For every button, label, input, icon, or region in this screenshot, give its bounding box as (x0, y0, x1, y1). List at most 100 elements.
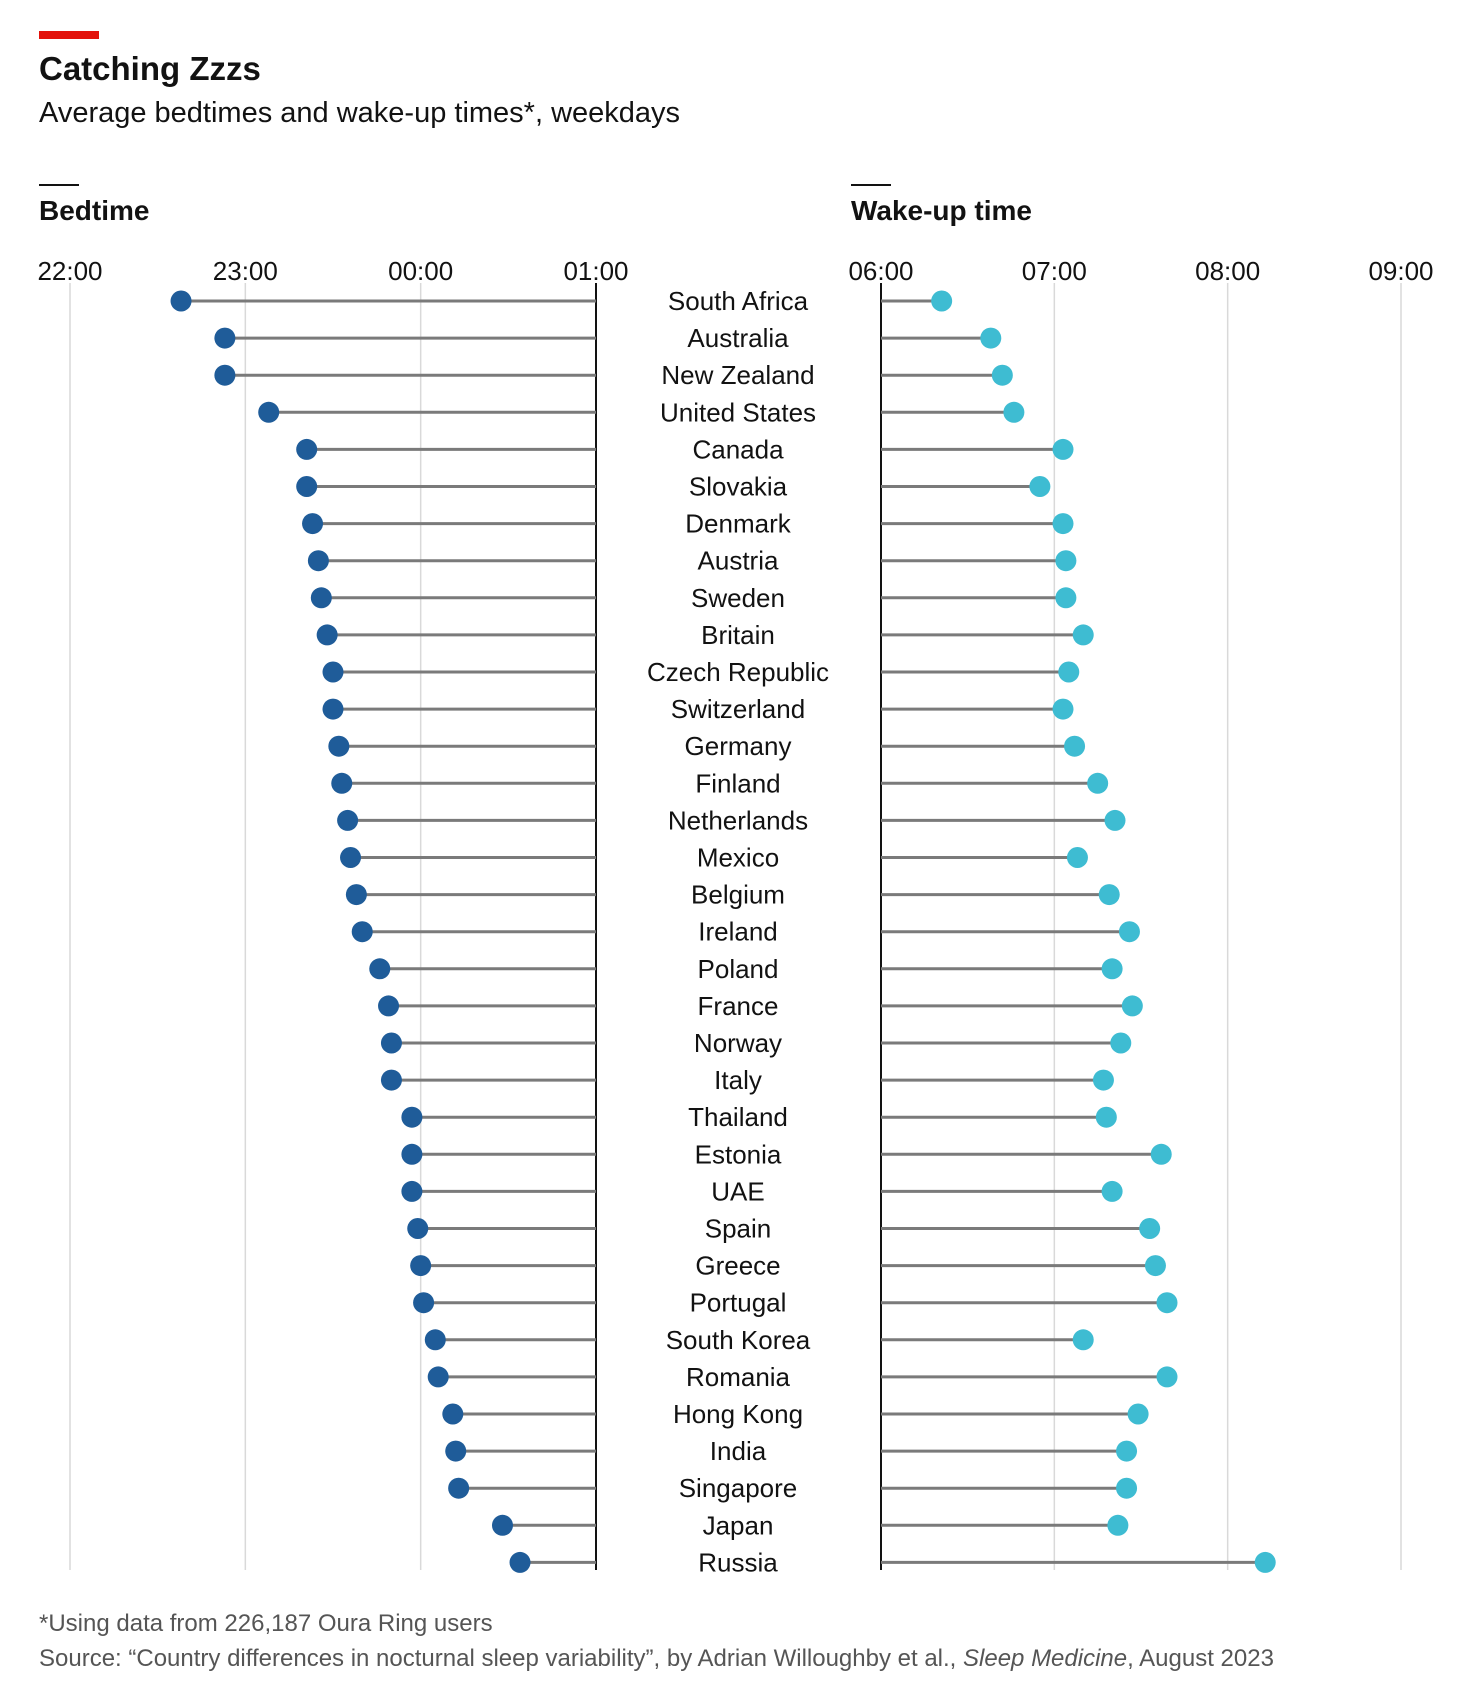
wake-dot (1087, 772, 1109, 794)
country-label: Czech Republic (647, 657, 829, 687)
wake-dot (991, 364, 1013, 386)
bedtime-dot (214, 327, 236, 349)
wake-dot (1118, 921, 1140, 943)
country-label: Switzerland (671, 694, 805, 724)
wake-dot (1144, 1255, 1166, 1277)
country-label: Slovakia (689, 472, 788, 502)
bedtime-dot (310, 587, 332, 609)
wake-dot (1107, 1514, 1129, 1536)
country-label: Spain (705, 1214, 772, 1244)
country-label: Italy (714, 1065, 762, 1095)
country-label: United States (660, 397, 816, 427)
bedtime-dot (345, 884, 367, 906)
bedtime-dot (214, 364, 236, 386)
wake-dot (1104, 809, 1126, 831)
country-label: Sweden (691, 583, 785, 613)
wake-dot (1156, 1292, 1178, 1314)
bedtime-dot (380, 1032, 402, 1054)
wake-dot (1139, 1218, 1161, 1239)
bedtime-panel-rule (39, 184, 79, 186)
country-label: Greece (695, 1251, 780, 1281)
wake-dot (931, 290, 953, 312)
country-label: India (710, 1436, 767, 1466)
country-label: Australia (687, 323, 789, 353)
bedtime-dot (413, 1292, 435, 1314)
wake-dot (1121, 995, 1143, 1017)
chart-title: Catching Zzzs (39, 50, 261, 87)
bedtime-dot (322, 661, 344, 683)
country-label: Ireland (698, 917, 778, 947)
source-journal: Sleep Medicine (963, 1645, 1128, 1672)
country-label: Denmark (685, 509, 791, 539)
wake-dot (1052, 438, 1074, 460)
footnote: *Using data from 226,187 Oura Ring users (39, 1610, 493, 1637)
bedtime-dot (509, 1551, 531, 1573)
bedtime-dot (380, 1069, 402, 1091)
dot-chart: 22:00 23:00 00:00 01:00 06:00 07:00 08:00 09:00… (37, 256, 1433, 1577)
bedtime-dot (448, 1477, 470, 1499)
wake-dot (1064, 735, 1086, 757)
country-label: Estonia (695, 1139, 782, 1169)
wake-dot (1095, 1106, 1117, 1128)
bedtime-dot (316, 624, 338, 646)
wake-dot (1116, 1440, 1138, 1462)
wake-dot (1098, 884, 1120, 906)
wake-dot (1127, 1403, 1149, 1425)
country-label: Singapore (679, 1473, 798, 1503)
bedtime-dot (401, 1143, 423, 1165)
country-label: Poland (698, 954, 779, 984)
wake-tick-label: 08:00 (1195, 256, 1260, 286)
wake-dot (1072, 1329, 1094, 1351)
wake-tick-label: 07:00 (1022, 256, 1087, 286)
wake-panel-title: Wake-up time (851, 195, 1032, 226)
country-label: Belgium (691, 880, 785, 910)
bedtime-dot (337, 809, 359, 831)
bedtime-dot (322, 698, 344, 720)
country-label: Austria (698, 546, 779, 576)
bedtime-dot (410, 1255, 432, 1277)
country-label: Finland (695, 768, 780, 798)
wake-dot (1029, 476, 1051, 497)
bedtime-dot (401, 1180, 423, 1202)
country-label: Romania (686, 1362, 791, 1392)
wake-dot (1055, 587, 1077, 609)
bedtime-dot (307, 550, 329, 572)
bedtime-tick-label: 23:00 (213, 256, 278, 286)
wake-dot (980, 327, 1002, 349)
country-label: South Africa (668, 286, 809, 316)
wake-dot (1052, 513, 1074, 535)
bedtime-dot (407, 1218, 429, 1239)
bedtime-dot (340, 847, 362, 868)
bedtime-dot (296, 438, 318, 460)
wake-tick-label: 09:00 (1368, 256, 1433, 286)
bedtime-dot (328, 735, 350, 757)
country-label: France (698, 991, 779, 1021)
wake-dot (1156, 1366, 1178, 1388)
wake-dot (1254, 1551, 1276, 1573)
country-label: New Zealand (661, 360, 814, 390)
bedtime-dot (331, 772, 353, 794)
source-note: Source: “Country differences in nocturna… (39, 1645, 1274, 1673)
country-label: Britain (701, 620, 775, 650)
bedtime-tick-label: 00:00 (388, 256, 453, 286)
bedtime-dot (424, 1329, 446, 1351)
wake-dot (1058, 661, 1080, 683)
country-label: Canada (692, 434, 784, 464)
country-label: Hong Kong (673, 1399, 803, 1429)
wake-dot (1072, 624, 1094, 646)
country-label: Mexico (697, 843, 779, 873)
wake-dot (1116, 1477, 1138, 1499)
country-label: South Korea (666, 1325, 811, 1355)
source-prefix: Source: “Country differences in nocturna… (39, 1645, 964, 1672)
wake-dot (1101, 1180, 1123, 1202)
country-label: Russia (698, 1547, 778, 1577)
wake-dot (1092, 1069, 1114, 1091)
bedtime-dot (401, 1106, 423, 1128)
bedtime-dot (378, 995, 400, 1017)
bedtime-dot (491, 1514, 513, 1536)
bedtime-dot (427, 1366, 449, 1388)
wake-dot (1150, 1143, 1172, 1165)
bedtime-dot (442, 1403, 464, 1425)
bedtime-tick-label: 22:00 (37, 256, 102, 286)
bedtime-tick-label: 01:00 (563, 256, 628, 286)
